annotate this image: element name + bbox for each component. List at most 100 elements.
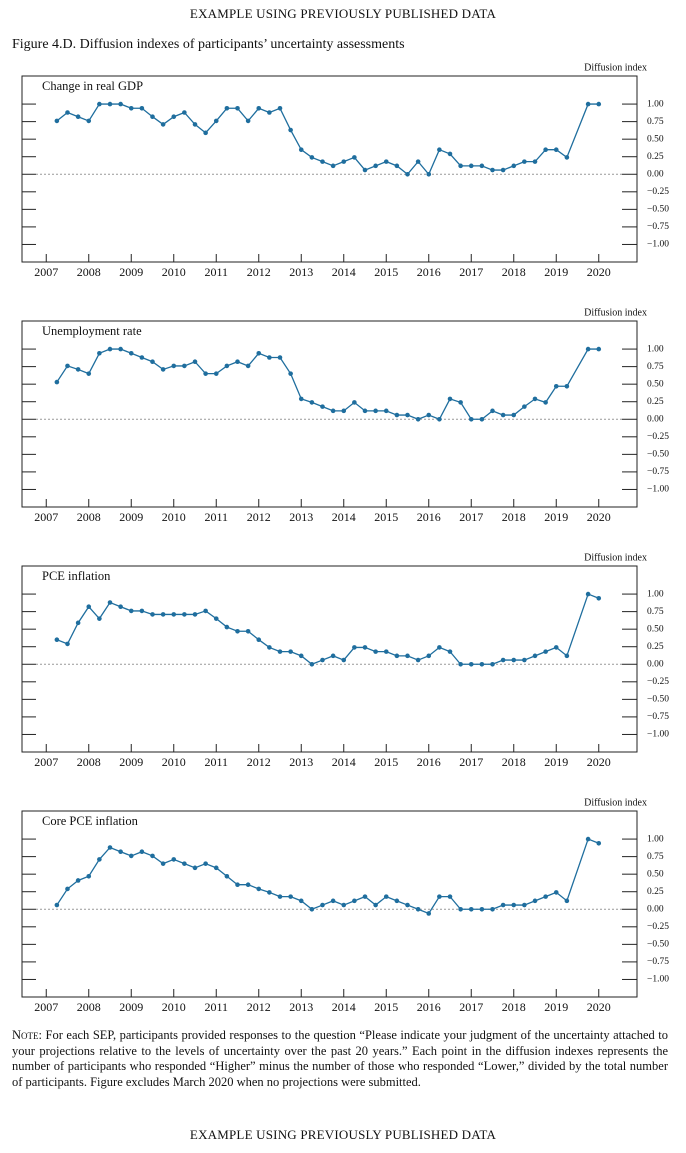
data-point (490, 661, 495, 667)
data-point (75, 620, 81, 626)
data-point (596, 101, 602, 107)
x-tick-label: 2017 (459, 1000, 483, 1014)
data-point (500, 412, 506, 418)
data-point (65, 641, 70, 647)
data-point (128, 350, 134, 356)
data-point (320, 902, 325, 908)
x-tick-label: 2013 (289, 755, 313, 769)
data-point (139, 608, 145, 614)
data-point (256, 637, 262, 642)
x-tick-label: 2010 (162, 265, 186, 279)
x-tick-label: 2007 (34, 755, 58, 769)
data-point (511, 657, 517, 663)
x-tick-label: 2017 (459, 755, 483, 769)
data-point (54, 637, 60, 642)
data-point (235, 105, 240, 111)
data-point (373, 902, 378, 908)
y-tick-label: 0.00 (647, 169, 664, 179)
x-tick-label: 2012 (247, 510, 271, 524)
x-tick-label: 2018 (502, 755, 526, 769)
y-tick-label: −0.25 (647, 677, 669, 687)
x-tick-label: 2007 (34, 265, 58, 279)
note-label: Note: (12, 1028, 42, 1042)
data-point (309, 155, 315, 160)
x-tick-label: 2017 (459, 510, 483, 524)
y-tick-label: −0.50 (647, 695, 669, 705)
y-tick-label: 0.50 (647, 379, 664, 389)
data-point (235, 882, 240, 887)
data-point (224, 105, 230, 111)
y-tick-label: 1.00 (647, 589, 664, 599)
data-point (415, 657, 421, 663)
x-tick-label: 2014 (332, 755, 356, 769)
data-point (107, 845, 113, 850)
y-tick-label: 1.00 (647, 99, 664, 109)
x-tick-label: 2009 (119, 755, 143, 769)
x-tick-label: 2012 (247, 755, 271, 769)
x-tick-label: 2020 (587, 510, 611, 524)
data-point (341, 408, 347, 414)
y-tick-label: −0.25 (647, 432, 669, 442)
data-point (330, 653, 336, 659)
data-point (97, 616, 102, 621)
data-point (532, 653, 538, 659)
x-tick-label: 2018 (502, 1000, 526, 1014)
data-point (160, 367, 166, 372)
data-point (394, 653, 400, 659)
data-point (150, 359, 155, 365)
data-point (235, 359, 240, 365)
data-point (267, 890, 272, 895)
data-point (532, 898, 538, 904)
data-point (298, 396, 304, 402)
y-tick-label: −1.00 (647, 730, 669, 740)
panel-title: PCE inflation (42, 569, 111, 583)
data-point (107, 600, 113, 605)
data-point (468, 163, 474, 169)
data-point (256, 886, 262, 892)
data-point (182, 363, 187, 369)
data-point (330, 163, 336, 169)
series-line (56, 348, 599, 421)
data-point (437, 894, 442, 899)
data-point (118, 849, 123, 855)
data-point (86, 604, 92, 610)
y-tick-label: 1.00 (647, 834, 664, 844)
note-text: For each SEP, participants provided resp… (12, 1028, 669, 1089)
data-point (86, 873, 92, 879)
data-point (128, 105, 134, 111)
data-point (341, 902, 347, 908)
data-point (405, 653, 410, 659)
x-tick-label: 2011 (204, 1000, 228, 1014)
x-tick-label: 2012 (247, 265, 271, 279)
data-point (86, 118, 92, 124)
data-point (405, 171, 410, 177)
data-point (54, 379, 60, 385)
data-point (309, 906, 315, 912)
y-tick-label: 0.25 (647, 887, 664, 897)
data-point (394, 412, 400, 418)
data-point (213, 865, 219, 871)
data-point (150, 114, 155, 120)
data-point (596, 346, 602, 352)
data-point (468, 906, 474, 912)
x-tick-label: 2013 (289, 1000, 313, 1014)
data-point (277, 105, 283, 111)
data-point (65, 886, 70, 892)
data-point (553, 645, 559, 650)
data-point (298, 147, 304, 152)
data-point (362, 894, 368, 899)
y-tick-label: −0.75 (647, 712, 669, 722)
data-point (564, 898, 570, 904)
data-point (479, 906, 485, 912)
y-tick-label: −1.00 (647, 975, 669, 985)
data-point (171, 857, 177, 862)
data-point (447, 649, 453, 654)
data-point (458, 906, 463, 912)
data-point (500, 167, 506, 173)
data-point (213, 371, 219, 376)
data-point (373, 163, 378, 169)
x-tick-label: 2019 (544, 1000, 568, 1014)
data-point (203, 608, 208, 614)
y-tick-label: −1.00 (647, 240, 669, 250)
data-point (426, 412, 432, 418)
